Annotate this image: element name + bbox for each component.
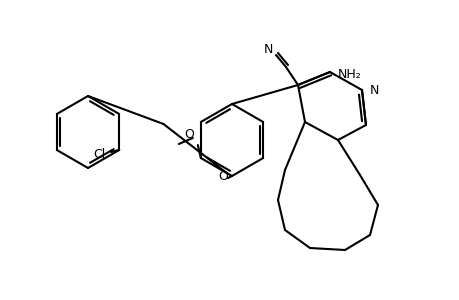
Text: O: O xyxy=(184,128,193,140)
Text: N: N xyxy=(369,83,379,97)
Text: NH₂: NH₂ xyxy=(337,68,361,80)
Text: N: N xyxy=(263,43,272,56)
Text: O: O xyxy=(218,169,228,182)
Text: Cl: Cl xyxy=(93,148,105,160)
